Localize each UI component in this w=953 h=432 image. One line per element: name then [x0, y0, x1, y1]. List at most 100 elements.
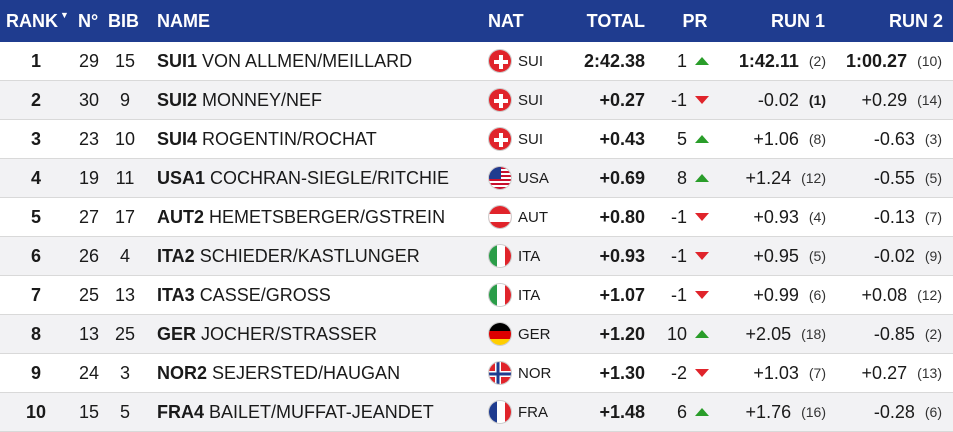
run1-header[interactable]: RUN 1: [770, 10, 825, 31]
rank-header[interactable]: RANK ▼: [6, 0, 78, 42]
name-cell[interactable]: NOR2 SEJERSTED/HAUGAN: [157, 354, 482, 392]
total-cell: +0.27: [599, 89, 645, 110]
athlete-names: JOCHER/STRASSER: [201, 323, 378, 344]
nat-code: SUI: [518, 130, 544, 148]
run1-cell: +1.06 (8): [700, 120, 826, 158]
name-cell[interactable]: AUT2 HEMETSBERGER/GSTREIN: [157, 198, 482, 236]
total-cell: 2:42.38: [583, 50, 645, 71]
run2-time: -0.02: [873, 245, 915, 266]
arrow-up-icon: [695, 408, 709, 416]
run2-cell: +0.29 (14): [820, 81, 942, 119]
total-header[interactable]: TOTAL: [586, 10, 645, 31]
nat-code: ITA: [518, 247, 541, 265]
table-row[interactable]: 1 29 15 SUI1 VON ALLMEN/MEILLARD SUI 2:42.38 1…: [0, 42, 953, 81]
table-row[interactable]: 2 30 9 SUI2 MONNEY/NEF SUI +0.27 -1 -0.02 (1) +0.…: [0, 81, 953, 120]
run1-rank: (7): [808, 365, 826, 381]
name-cell[interactable]: FRA4 BAILET/MUFFAT-JEANDET: [157, 393, 482, 431]
rank-cell: 8: [30, 323, 41, 344]
ita-flag-icon: [488, 244, 512, 268]
pr-value: -1: [670, 206, 687, 227]
table-row[interactable]: 3 23 10 SUI4 ROGENTIN/ROCHAT SUI +0.43 5 +1.06 (…: [0, 120, 953, 159]
athlete-names: SEJERSTED/HAUGAN: [212, 362, 401, 383]
name-cell[interactable]: GER JOCHER/STRASSER: [157, 315, 482, 353]
pr-value: 1: [676, 50, 687, 71]
table-row[interactable]: 5 27 17 AUT2 HEMETSBERGER/GSTREIN AUT +0.80 -1…: [0, 198, 953, 237]
sort-icon: ▼: [60, 10, 69, 20]
run2-time: +0.29: [861, 89, 908, 110]
name-cell[interactable]: ITA3 CASSE/GROSS: [157, 276, 482, 314]
name-cell[interactable]: SUI1 VON ALLMEN/MEILLARD: [157, 42, 482, 80]
total-cell: +0.80: [599, 206, 645, 227]
table-row[interactable]: 7 25 13 ITA3 CASSE/GROSS ITA +1.07 -1 +0.99 (6) +…: [0, 276, 953, 315]
team-code: SUI2: [157, 89, 198, 110]
table-row[interactable]: 10 15 5 FRA4 BAILET/MUFFAT-JEANDET FRA +1.48 6…: [0, 393, 953, 432]
nat-header[interactable]: NAT: [488, 10, 524, 31]
rank-cell: 4: [30, 167, 41, 188]
bib-cell: 4: [119, 245, 130, 266]
table-row[interactable]: 4 19 11 USA1 COCHRAN-SIEGLE/RITCHIE USA +0.69…: [0, 159, 953, 198]
pr-cell: 1: [655, 42, 709, 80]
sui-flag-icon: [488, 49, 512, 73]
usa-flag-icon: [488, 166, 512, 190]
aut-flag-icon: [488, 205, 512, 229]
team-code: USA1: [157, 167, 206, 188]
run2-time: -0.13: [873, 206, 915, 227]
no-cell: 24: [78, 362, 100, 383]
team-code: SUI1: [157, 50, 198, 71]
name-header[interactable]: NAME: [157, 10, 210, 31]
run1-rank: (8): [808, 131, 826, 147]
run2-cell: +0.27 (13): [820, 354, 942, 392]
no-cell: 27: [78, 206, 100, 227]
arrow-down-icon: [695, 96, 709, 104]
arrow-up-icon: [695, 57, 709, 65]
arrow-up-icon: [695, 330, 709, 338]
run2-rank: (2): [924, 326, 942, 342]
team-code: NOR2: [157, 362, 208, 383]
bib-cell: 13: [114, 284, 136, 305]
name-cell[interactable]: SUI4 ROGENTIN/ROCHAT: [157, 120, 482, 158]
nat-cell: AUT: [488, 198, 558, 236]
run2-rank: (3): [924, 131, 942, 147]
no-header[interactable]: N°: [78, 10, 99, 31]
no-cell: 25: [78, 284, 100, 305]
nat-code: AUT: [518, 208, 548, 226]
nat-code: SUI: [518, 52, 544, 70]
run2-rank: (12): [917, 287, 942, 303]
run1-cell: -0.02 (1): [700, 81, 826, 119]
ita-flag-icon: [488, 283, 512, 307]
run1-time: +2.05: [745, 323, 792, 344]
name-cell[interactable]: USA1 COCHRAN-SIEGLE/RITCHIE: [157, 159, 482, 197]
run1-time: +1.24: [745, 167, 792, 188]
table-row[interactable]: 9 24 3 NOR2 SEJERSTED/HAUGAN NOR +1.30 -2 +1.03…: [0, 354, 953, 393]
run2-rank: (13): [917, 365, 942, 381]
bib-header[interactable]: BIB: [108, 10, 139, 31]
run1-time: -0.02: [757, 89, 799, 110]
bib-cell: 10: [114, 128, 136, 149]
pr-cell: 10: [655, 315, 709, 353]
name-cell[interactable]: SUI2 MONNEY/NEF: [157, 81, 482, 119]
name-cell[interactable]: ITA2 SCHIEDER/KASTLUNGER: [157, 237, 482, 275]
pr-cell: -1: [655, 198, 709, 236]
run2-time: -0.63: [873, 128, 915, 149]
bib-cell: 11: [115, 167, 135, 188]
nat-code: NOR: [518, 364, 552, 382]
run1-rank: (5): [808, 248, 826, 264]
arrow-down-icon: [695, 213, 709, 221]
rank-header-label: RANK: [6, 10, 58, 31]
table-row[interactable]: 8 13 25 GER JOCHER/STRASSER GER +1.20 10 +2.05(…: [0, 315, 953, 354]
no-cell: 19: [78, 167, 100, 188]
ger-flag-icon: [488, 322, 512, 346]
no-cell: 30: [78, 89, 100, 110]
sui-flag-icon: [488, 127, 512, 151]
pr-cell: 8: [655, 159, 709, 197]
bib-cell: 5: [119, 401, 130, 422]
run2-cell: -0.85 (2): [820, 315, 942, 353]
table-row[interactable]: 6 26 4 ITA2 SCHIEDER/KASTLUNGER ITA +0.93 -1 +0…: [0, 237, 953, 276]
total-cell: +1.48: [599, 401, 645, 422]
run1-cell: +1.03 (7): [700, 354, 826, 392]
pr-header[interactable]: PR: [682, 10, 708, 31]
table-body: 1 29 15 SUI1 VON ALLMEN/MEILLARD SUI 2:42.38 1…: [0, 42, 953, 432]
run2-header[interactable]: RUN 2: [888, 10, 943, 31]
total-cell: +1.20: [599, 323, 645, 344]
run2-time: -0.28: [873, 401, 915, 422]
